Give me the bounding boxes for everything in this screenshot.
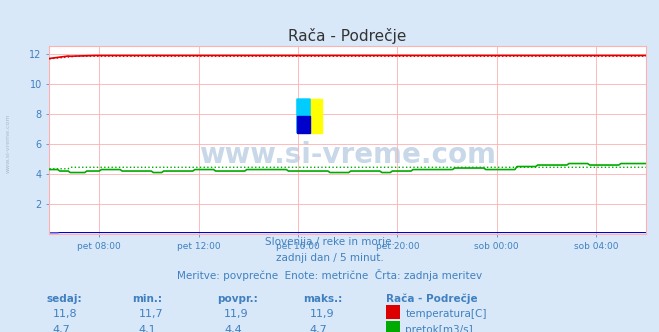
Text: 11,9: 11,9 (310, 309, 334, 319)
Text: 11,7: 11,7 (138, 309, 163, 319)
Text: sedaj:: sedaj: (46, 294, 82, 304)
Polygon shape (310, 99, 322, 133)
Text: temperatura[C]: temperatura[C] (405, 309, 487, 319)
Text: Rača - Podrečje: Rača - Podrečje (386, 294, 477, 304)
Text: min.:: min.: (132, 294, 162, 304)
Polygon shape (297, 116, 310, 133)
Text: www.si-vreme.com: www.si-vreme.com (5, 113, 11, 173)
Text: Slovenija / reke in morje.: Slovenija / reke in morje. (264, 237, 395, 247)
Text: 11,9: 11,9 (224, 309, 248, 319)
Text: 4,7: 4,7 (310, 325, 328, 332)
Title: Rača - Podrečje: Rača - Podrečje (289, 28, 407, 44)
Text: www.si-vreme.com: www.si-vreme.com (199, 141, 496, 169)
Text: Meritve: povprečne  Enote: metrične  Črta: zadnja meritev: Meritve: povprečne Enote: metrične Črta:… (177, 269, 482, 281)
Text: 4,1: 4,1 (138, 325, 156, 332)
Text: zadnji dan / 5 minut.: zadnji dan / 5 minut. (275, 253, 384, 263)
Text: 11,8: 11,8 (53, 309, 77, 319)
Text: 4,7: 4,7 (53, 325, 71, 332)
Text: 4,4: 4,4 (224, 325, 242, 332)
Polygon shape (297, 99, 310, 133)
Text: maks.:: maks.: (303, 294, 343, 304)
Text: povpr.:: povpr.: (217, 294, 258, 304)
Text: pretok[m3/s]: pretok[m3/s] (405, 325, 473, 332)
